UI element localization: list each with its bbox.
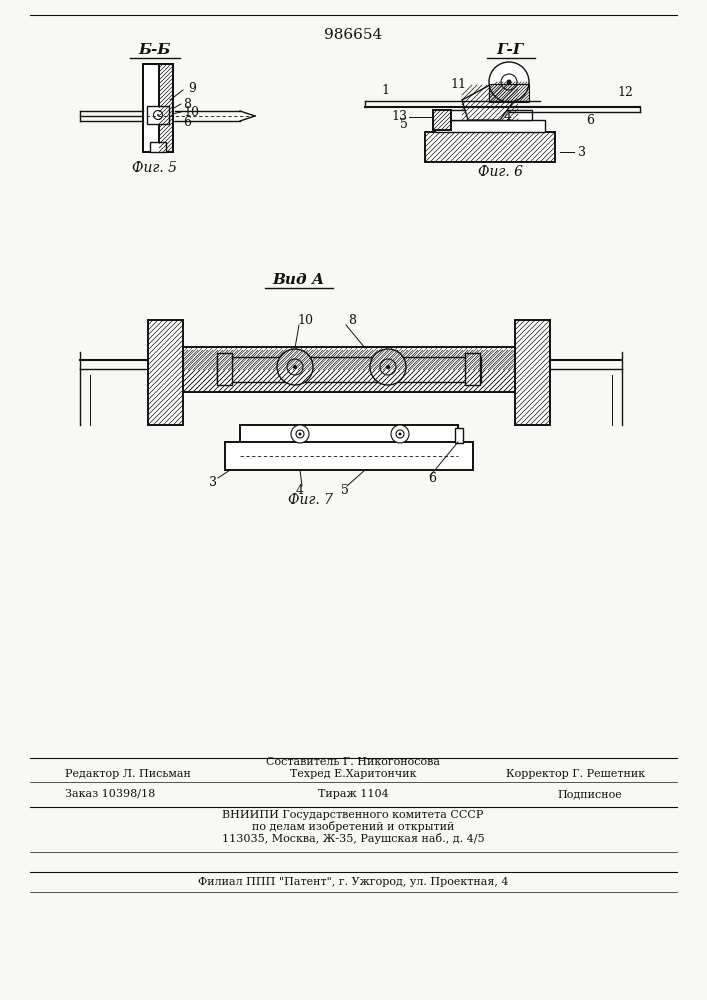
Bar xyxy=(147,106,169,124)
Bar xyxy=(143,64,173,152)
Circle shape xyxy=(296,430,304,438)
Polygon shape xyxy=(462,85,518,120)
Circle shape xyxy=(298,432,301,436)
Text: 1: 1 xyxy=(381,84,389,97)
Bar xyxy=(435,120,545,132)
Text: 12: 12 xyxy=(617,86,633,99)
Bar xyxy=(150,142,166,152)
Text: Фиг. 5: Фиг. 5 xyxy=(132,161,177,175)
Circle shape xyxy=(506,80,511,85)
Text: 11: 11 xyxy=(450,78,466,91)
Text: Фиг. 7: Фиг. 7 xyxy=(288,493,332,507)
Bar xyxy=(433,110,451,130)
Text: Техред Е.Харитончик: Техред Е.Харитончик xyxy=(290,769,416,779)
Bar xyxy=(225,442,473,470)
Text: Составитель Г. Никогоносова: Составитель Г. Никогоносова xyxy=(266,757,440,767)
Circle shape xyxy=(391,425,409,443)
Text: 9: 9 xyxy=(188,82,196,95)
Text: Вид А: Вид А xyxy=(272,273,324,287)
Circle shape xyxy=(501,74,517,90)
Circle shape xyxy=(396,430,404,438)
Text: по делам изобретений и открытий: по делам изобретений и открытий xyxy=(252,822,454,832)
Bar xyxy=(183,350,515,370)
Bar xyxy=(465,353,480,385)
Text: Тираж 1104: Тираж 1104 xyxy=(317,789,388,799)
Circle shape xyxy=(157,114,159,116)
Text: 10: 10 xyxy=(183,106,199,119)
Text: ВНИИПИ Государственного комитета СССР: ВНИИПИ Государственного комитета СССР xyxy=(222,810,484,820)
Text: 10: 10 xyxy=(297,314,313,326)
Circle shape xyxy=(277,349,313,385)
Text: 6: 6 xyxy=(428,472,436,485)
Bar xyxy=(515,320,550,425)
Text: 8: 8 xyxy=(348,314,356,326)
Circle shape xyxy=(370,349,406,385)
Bar xyxy=(183,347,515,392)
Circle shape xyxy=(399,432,402,436)
Text: 986654: 986654 xyxy=(324,28,382,42)
Text: 3: 3 xyxy=(578,145,586,158)
Text: 4: 4 xyxy=(296,484,304,496)
Text: 5: 5 xyxy=(400,118,408,131)
Bar xyxy=(143,64,159,152)
Text: Б-Б: Б-Б xyxy=(139,43,171,57)
Text: Филиал ППП "Патент", г. Ужгород, ул. Проектная, 4: Филиал ППП "Патент", г. Ужгород, ул. Про… xyxy=(198,877,508,887)
Text: Г-Г: Г-Г xyxy=(496,43,524,57)
Bar xyxy=(159,64,173,152)
Text: 6: 6 xyxy=(183,115,191,128)
Text: Корректор Г. Решетник: Корректор Г. Решетник xyxy=(506,769,645,779)
Text: 5: 5 xyxy=(341,484,349,496)
Text: 3: 3 xyxy=(209,476,217,488)
Text: Заказ 10398/18: Заказ 10398/18 xyxy=(65,789,156,799)
Text: 13: 13 xyxy=(391,110,407,123)
Bar xyxy=(148,320,183,425)
Bar xyxy=(217,353,232,385)
Circle shape xyxy=(386,365,390,369)
Text: Редактор Л. Письман: Редактор Л. Письман xyxy=(65,769,191,779)
Circle shape xyxy=(291,425,309,443)
Text: Фиг. 6: Фиг. 6 xyxy=(477,165,522,179)
Bar xyxy=(183,370,515,392)
Bar xyxy=(448,110,532,120)
Circle shape xyxy=(153,110,163,119)
Circle shape xyxy=(293,365,297,369)
Bar xyxy=(217,357,481,382)
Text: 6: 6 xyxy=(586,113,594,126)
Text: Подписное: Подписное xyxy=(558,789,622,799)
Circle shape xyxy=(380,359,396,375)
Bar xyxy=(425,132,555,162)
Text: 113035, Москва, Ж-35, Раушская наб., д. 4/5: 113035, Москва, Ж-35, Раушская наб., д. … xyxy=(222,834,484,844)
Text: 8: 8 xyxy=(183,98,191,110)
Circle shape xyxy=(489,62,529,102)
Bar xyxy=(455,428,463,443)
Text: 4: 4 xyxy=(504,110,512,123)
Bar xyxy=(240,425,458,445)
Bar xyxy=(489,84,529,102)
Circle shape xyxy=(287,359,303,375)
